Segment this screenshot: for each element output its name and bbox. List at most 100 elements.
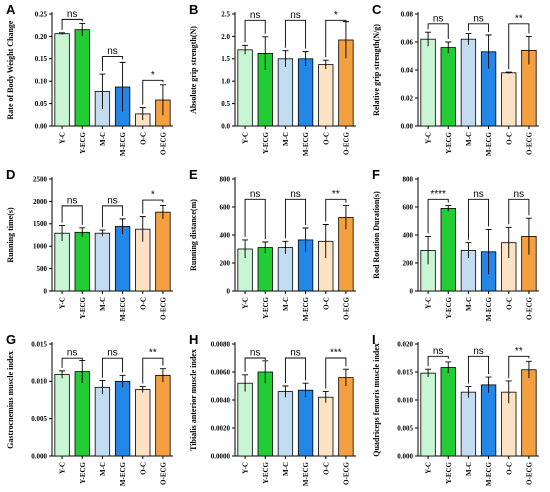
bar-y-c (54, 232, 70, 292)
significance-label: ns (250, 189, 261, 200)
error-bar (242, 374, 249, 392)
y-tick-label: 0.15 (35, 55, 48, 63)
error-bar (79, 227, 86, 237)
y-tick-label: 600 (403, 203, 414, 211)
y-axis-label: Absolute grip strength(N) (189, 26, 198, 114)
x-tick-label: Y-ECG (79, 296, 87, 318)
significance-bracket (61, 205, 83, 225)
bar-y-c (237, 49, 253, 127)
x-tick-label: O-ECG (525, 461, 533, 485)
significance-label: ns (250, 10, 261, 21)
significance-label: ns (473, 189, 484, 200)
bar-y-c (54, 33, 70, 127)
bar-m-c (277, 247, 294, 292)
x-tick-label: O-C (505, 297, 513, 310)
bar-y-ecg (440, 47, 456, 127)
error-bar (525, 35, 532, 65)
x-tick-label: Y-C (242, 462, 250, 474)
significance-bracket (467, 23, 490, 32)
error-bar (525, 360, 532, 379)
axes (51, 12, 173, 127)
y-axis-label: Relative grip strength(N/g) (372, 24, 381, 116)
error-bar (262, 241, 269, 254)
x-tick-label: Y-C (242, 132, 250, 144)
y-tick-label: 0.010 (397, 396, 413, 404)
x-tick-label: Y-C (425, 462, 433, 474)
significance-label: ns (107, 348, 118, 359)
panel-letter: E (189, 167, 198, 182)
significance-label: **** (430, 189, 446, 200)
significance-bracket (61, 18, 83, 30)
error-bar (465, 386, 472, 398)
bar-m-ecg (114, 226, 131, 292)
error-bar (282, 50, 289, 67)
y-tick-label: 0.0080 (211, 340, 231, 348)
error-bar (139, 107, 146, 121)
y-tick-label: 0.0040 (211, 396, 231, 404)
bar-o-ecg (155, 374, 171, 457)
bar-m-c (94, 386, 111, 457)
x-tick-label: M-C (99, 297, 107, 311)
error-bar (139, 216, 146, 242)
error-bar (119, 61, 126, 112)
panel-h: H Tibialis anterior muscle index 0.0000 0.0… (189, 332, 356, 486)
error-bar (159, 368, 166, 383)
x-tick-label: Y-C (425, 297, 433, 309)
error-bar (242, 44, 249, 55)
significance-label: * (151, 190, 155, 201)
bar-y-c (237, 382, 253, 457)
y-tick-label: 0 (227, 287, 231, 295)
error-bar (465, 33, 472, 45)
x-tick-label: M-ECG (485, 461, 493, 486)
error-bar (302, 382, 309, 398)
y-tick-label: 1000 (33, 243, 48, 251)
y-tick-label: 0.0 (221, 122, 230, 130)
significance-bracket (244, 19, 266, 43)
error-bar (445, 361, 452, 374)
x-tick-label: Y-C (59, 462, 67, 474)
x-tick-label: O-ECG (525, 131, 533, 155)
y-tick-label: 0.0020 (211, 424, 231, 432)
panel-letter: I (372, 332, 376, 347)
axes (417, 12, 539, 127)
y-axis-label: Running time(s) (6, 207, 15, 263)
y-tick-label: 0.20 (35, 33, 48, 41)
y-tick-label: 1.5 (221, 55, 230, 63)
significance-bracket (325, 19, 347, 58)
bar-m-ecg (297, 389, 314, 457)
x-tick-label: M-ECG (302, 461, 310, 486)
error-bar (525, 217, 532, 255)
x-tick-label: Y-ECG (262, 461, 270, 483)
bar-m-ecg (297, 58, 314, 127)
significance-label: ns (250, 348, 261, 359)
significance-bracket (427, 23, 449, 39)
significance-label: ns (290, 348, 301, 359)
y-tick-label: 400 (403, 231, 414, 239)
significance-label: ns (514, 189, 525, 200)
x-tick-label: O-C (139, 462, 147, 475)
x-tick-label: M-C (282, 132, 290, 146)
error-bar (99, 229, 106, 237)
x-tick-label: M-ECG (302, 296, 310, 321)
error-bar (465, 242, 472, 259)
x-tick-label: Y-C (59, 132, 67, 144)
y-tick-label: 0.06 (401, 38, 414, 46)
x-tick-label: M-ECG (485, 131, 493, 156)
y-tick-label: 0.015 (397, 368, 413, 376)
panel-b: B Absolute grip strength(N) 0.0 0.5 1.0 1.5 2.… (189, 2, 356, 156)
significance-bracket (142, 199, 164, 214)
significance-bracket (427, 198, 449, 234)
y-axis-label: Gastrocnemius muscle index (6, 351, 15, 449)
y-axis-label: Quadriceps femoris muscle index (372, 343, 381, 457)
significance-label: ns (107, 195, 118, 206)
error-bar (425, 368, 432, 378)
bar-m-c (460, 38, 477, 127)
x-tick-label: O-ECG (525, 296, 533, 320)
y-tick-label: 0.0060 (211, 368, 231, 376)
y-tick-label: 0 (44, 287, 48, 295)
significance-bracket (61, 357, 83, 368)
error-bar (282, 240, 289, 254)
x-tick-label: O-ECG (342, 461, 350, 485)
significance-label: ns (433, 346, 444, 357)
